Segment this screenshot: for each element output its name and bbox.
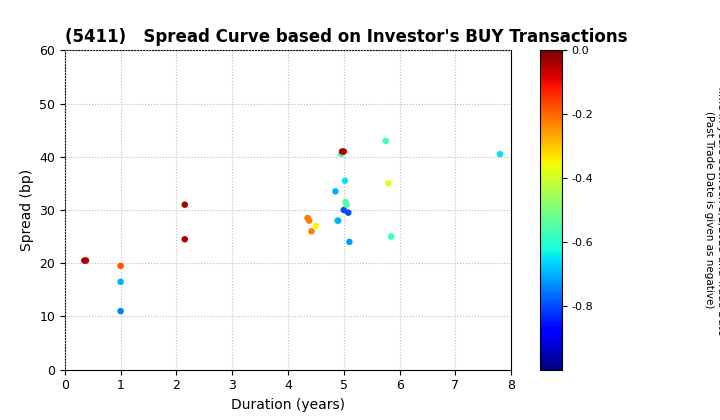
Point [340, 199, 351, 205]
Point [303, 217, 315, 224]
Point [179, 236, 191, 243]
Point [383, 180, 395, 187]
Point [78, 257, 90, 264]
X-axis label: Duration (years): Duration (years) [231, 398, 345, 412]
Point [343, 239, 355, 245]
Point [80, 257, 91, 264]
Y-axis label: Spread (bp): Spread (bp) [19, 169, 34, 251]
Point [343, 209, 354, 216]
Point [331, 217, 343, 224]
Point [306, 228, 318, 235]
Point [494, 151, 505, 158]
Point [302, 215, 313, 221]
Point [179, 201, 191, 208]
Point [330, 188, 341, 195]
Point [336, 151, 347, 158]
Point [310, 223, 322, 229]
Point [338, 207, 350, 213]
Point [380, 137, 392, 144]
Point [385, 233, 397, 240]
Point [333, 217, 344, 224]
Point [115, 278, 127, 285]
Point [115, 262, 127, 269]
Point [336, 148, 348, 155]
Point [115, 308, 127, 315]
Point [341, 201, 352, 208]
Point [339, 177, 351, 184]
Point [338, 148, 350, 155]
Text: (5411)   Spread Curve based on Investor's BUY Transactions: (5411) Spread Curve based on Investor's … [65, 28, 627, 46]
Y-axis label: Time in years between 5/2/2025 and Trade Date
(Past Trade Date is given as negat: Time in years between 5/2/2025 and Trade… [704, 84, 720, 336]
